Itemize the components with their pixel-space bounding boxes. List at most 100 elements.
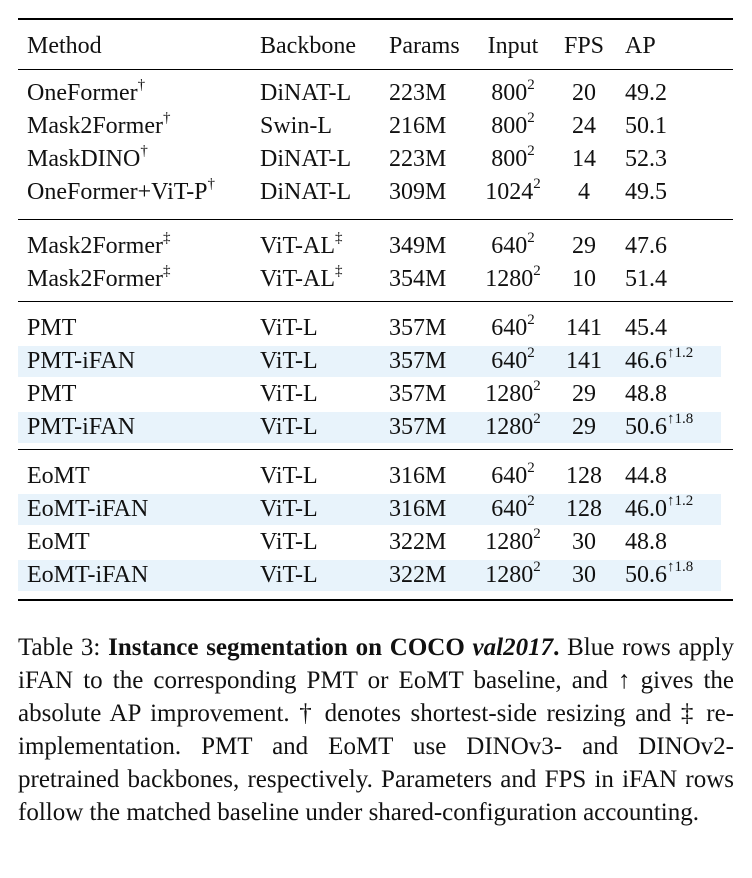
ap-value: 49.2: [625, 80, 667, 106]
backbone-name: ViT-L: [260, 463, 318, 489]
params-value: 316M: [389, 463, 447, 489]
ap-value: 48.8: [625, 381, 667, 407]
params-value: 216M: [389, 113, 447, 139]
ap-cell: 51.4: [625, 265, 667, 293]
input-size: 800: [491, 113, 528, 139]
ap-value: 50.6: [625, 414, 667, 440]
input-size: 800: [491, 80, 528, 106]
backbone-cell: ViT-L: [260, 462, 318, 490]
method-cell: PMT: [27, 380, 76, 408]
highlight-row-background: [18, 494, 721, 525]
input-size: 640: [491, 463, 528, 489]
header-method: Method: [27, 33, 102, 59]
method-name: PMT: [27, 315, 77, 341]
input-size: 1280: [485, 414, 534, 440]
group-rule: [18, 301, 733, 302]
params-cell: 357M: [389, 380, 446, 408]
params-value: 309M: [389, 179, 447, 205]
ap-cell: 49.5: [625, 178, 667, 206]
params-cell: 357M: [389, 314, 446, 342]
fps-cell: 141: [560, 347, 608, 375]
params-cell: 223M: [389, 145, 446, 173]
backbone-name: DiNAT-L: [260, 80, 352, 106]
caption-label: Table 3:: [18, 634, 101, 661]
backbone-name: DiNAT-L: [260, 146, 352, 172]
backbone-cell: ViT-AL‡: [260, 231, 343, 260]
method-name: PMT-iFAN: [27, 414, 136, 440]
ap-cell: 50.1: [625, 112, 667, 140]
input-size: 640: [491, 315, 528, 341]
input-cell: 6402: [468, 231, 558, 260]
ap-cell: 44.8: [625, 462, 667, 490]
method-footnote-mark: †: [137, 77, 146, 93]
backbone-cell: ViT-L: [260, 380, 318, 408]
method-cell: EoMT-iFAN: [27, 561, 148, 589]
ap-value: 46.0: [625, 496, 667, 522]
header-ap: AP: [625, 33, 656, 59]
highlight-row-background: [18, 412, 721, 443]
ap-cell: 46.6↑1.2: [625, 345, 694, 375]
ap-cell: 50.6↑1.8: [625, 412, 693, 441]
params-value: 322M: [389, 562, 447, 588]
method-name: PMT-iFAN: [27, 348, 136, 374]
input-size: 1280: [485, 562, 534, 588]
header-rule: [18, 69, 733, 70]
fps-value: 30: [572, 562, 596, 588]
ap-improvement: ↑1.2: [667, 493, 694, 509]
params-cell: 316M: [389, 462, 446, 490]
method-name: OneFormer: [27, 80, 138, 106]
method-cell: Mask2Former‡: [27, 263, 171, 293]
fps-cell: 4: [560, 178, 608, 206]
method-cell: MaskDINO†: [27, 144, 148, 173]
backbone-cell: ViT-L: [260, 314, 318, 342]
input-cell: 6402: [468, 345, 558, 375]
fps-value: 29: [572, 233, 596, 259]
params-cell: 223M: [389, 79, 446, 107]
fps-value: 29: [572, 381, 596, 407]
input-cell: 12802: [468, 527, 558, 556]
input-exponent: 2: [527, 77, 535, 93]
input-exponent: 2: [527, 460, 535, 476]
header-params: Params: [389, 33, 460, 59]
backbone-name: ViT-L: [260, 381, 318, 407]
params-value: 223M: [389, 146, 447, 172]
ap-improvement: ↑1.8: [667, 559, 694, 575]
backbone-name: ViT-L: [260, 315, 318, 341]
params-cell: 354M: [389, 265, 446, 293]
input-exponent: 2: [527, 345, 535, 361]
backbone-cell: ViT-AL‡: [260, 264, 343, 293]
method-name: OneFormer+ViT-P: [27, 179, 208, 205]
method-footnote-mark: ‡: [162, 263, 171, 279]
params-cell: 216M: [389, 112, 446, 140]
params-cell: 322M: [389, 528, 446, 556]
ap-cell: 52.3: [625, 145, 667, 173]
input-cell: 8002: [468, 77, 558, 107]
ap-cell: 45.4: [625, 314, 667, 342]
params-value: 357M: [389, 414, 447, 440]
input-cell: 6402: [468, 313, 558, 342]
header-backbone: Backbone: [260, 33, 356, 59]
input-cell: 12802: [468, 560, 558, 589]
backbone-cell: DiNAT-L: [260, 145, 351, 173]
header-input: Input: [487, 33, 539, 59]
fps-cell: 141: [560, 314, 608, 342]
caption-title-italic: val2017: [472, 634, 554, 661]
fps-cell: 29: [560, 380, 608, 408]
ap-improvement: ↑1.2: [667, 345, 694, 361]
fps-cell: 24: [560, 112, 608, 140]
ap-value: 48.8: [625, 529, 667, 555]
ap-value: 49.5: [625, 179, 667, 205]
fps-value: 128: [566, 463, 602, 489]
ap-cell: 48.8: [625, 528, 667, 556]
fps-cell: 128: [560, 462, 608, 490]
fps-value: 30: [572, 529, 596, 555]
ap-value: 45.4: [625, 315, 667, 341]
fps-cell: 30: [560, 561, 608, 589]
params-value: 349M: [389, 233, 447, 259]
method-cell: Mask2Former‡: [27, 231, 170, 260]
input-exponent: 2: [527, 493, 535, 509]
ap-value: 51.4: [625, 266, 667, 292]
backbone-cell: ViT-L: [260, 561, 318, 589]
input-cell: 8002: [468, 144, 558, 173]
fps-value: 128: [566, 496, 602, 522]
